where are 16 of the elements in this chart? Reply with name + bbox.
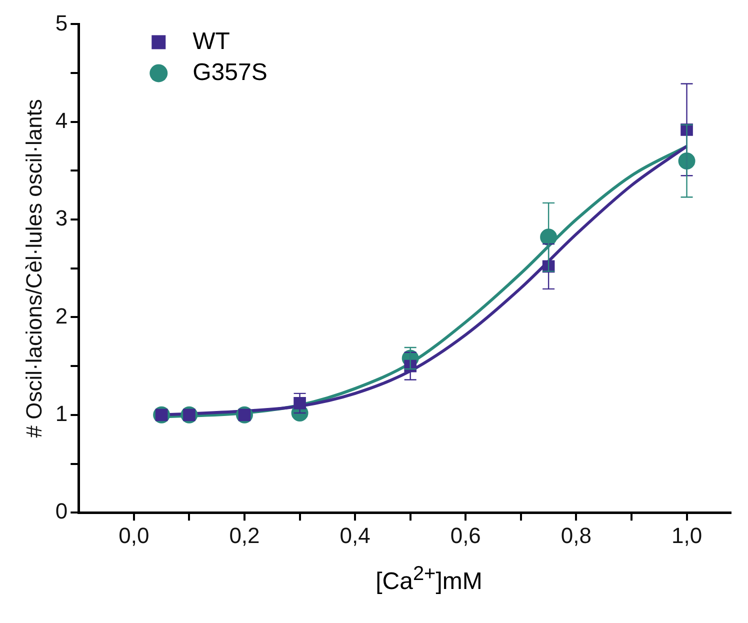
y-tick-label: 3 xyxy=(55,206,68,231)
y-tick-label: 4 xyxy=(55,108,68,133)
y-tick-label: 1 xyxy=(55,400,68,426)
x-tick-label: 0,4 xyxy=(340,522,370,548)
y-tick-label: 0 xyxy=(55,498,68,524)
x-axis-title: [Ca$^{2+}$]mM xyxy=(374,563,484,596)
x-tick-label: 1,0 xyxy=(671,522,702,548)
x-tick-label: 0,6 xyxy=(450,522,481,548)
x-tick-label: 0,2 xyxy=(229,522,260,548)
x-tick-label: 0,0 xyxy=(118,522,150,548)
y-tick-label: 5 xyxy=(55,10,68,36)
y-axis-title: # Oscil·lacions/Cèl·lules oscil·lants xyxy=(21,99,46,438)
x-tick-label: 0,8 xyxy=(560,522,592,548)
y-tick-label: 2 xyxy=(55,303,68,328)
legend-label: G357S xyxy=(192,58,268,86)
legend-label: WT xyxy=(192,28,230,55)
